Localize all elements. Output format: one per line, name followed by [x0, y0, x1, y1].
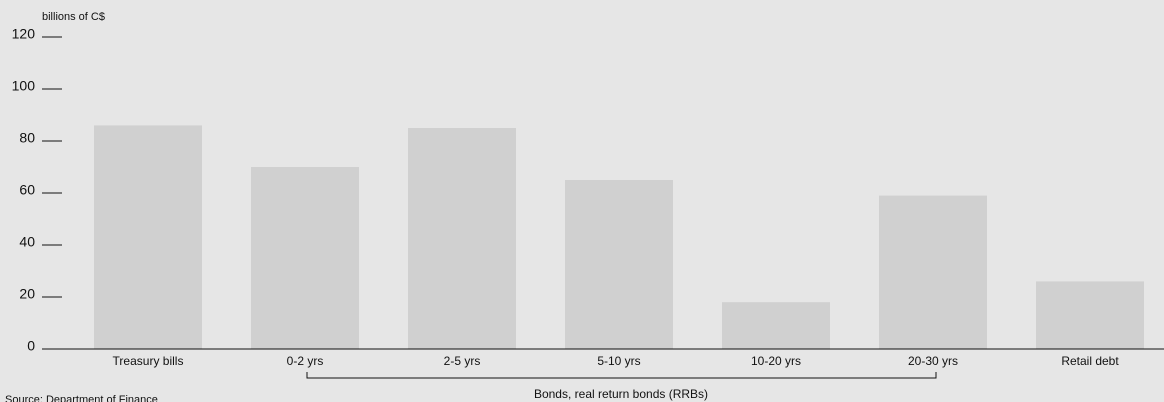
x-tick-label: Treasury bills — [113, 354, 184, 368]
source: Source: Department of Finance — [5, 394, 158, 402]
y-tick-label: 120 — [12, 26, 36, 42]
y-axis-label: billions of C$ — [42, 11, 105, 23]
bar — [1036, 281, 1144, 349]
x-tick-label: 2-5 yrs — [444, 354, 481, 368]
group-bracket — [306, 372, 937, 379]
y-tick-label: 20 — [19, 286, 35, 302]
bar — [251, 167, 359, 349]
y-tick-label: 80 — [19, 130, 35, 146]
bar — [565, 180, 673, 349]
x-tick-label: 10-20 yrs — [751, 354, 801, 368]
x-tick-label: Retail debt — [1061, 354, 1119, 368]
x-tick-label: 0-2 yrs — [287, 354, 324, 368]
bar — [94, 125, 202, 350]
y-tick-label: 100 — [12, 78, 36, 94]
bar — [408, 128, 516, 349]
group-label: Bonds, real return bonds (RRBs) — [534, 387, 708, 401]
bar — [722, 302, 830, 349]
y-tick-label: 40 — [19, 234, 35, 250]
y-tick-label: 60 — [19, 182, 35, 198]
bar — [879, 195, 987, 349]
x-tick-label: 5-10 yrs — [597, 354, 640, 368]
y-tick-label: 0 — [27, 338, 35, 354]
x-tick-label: 20-30 yrs — [908, 354, 958, 368]
